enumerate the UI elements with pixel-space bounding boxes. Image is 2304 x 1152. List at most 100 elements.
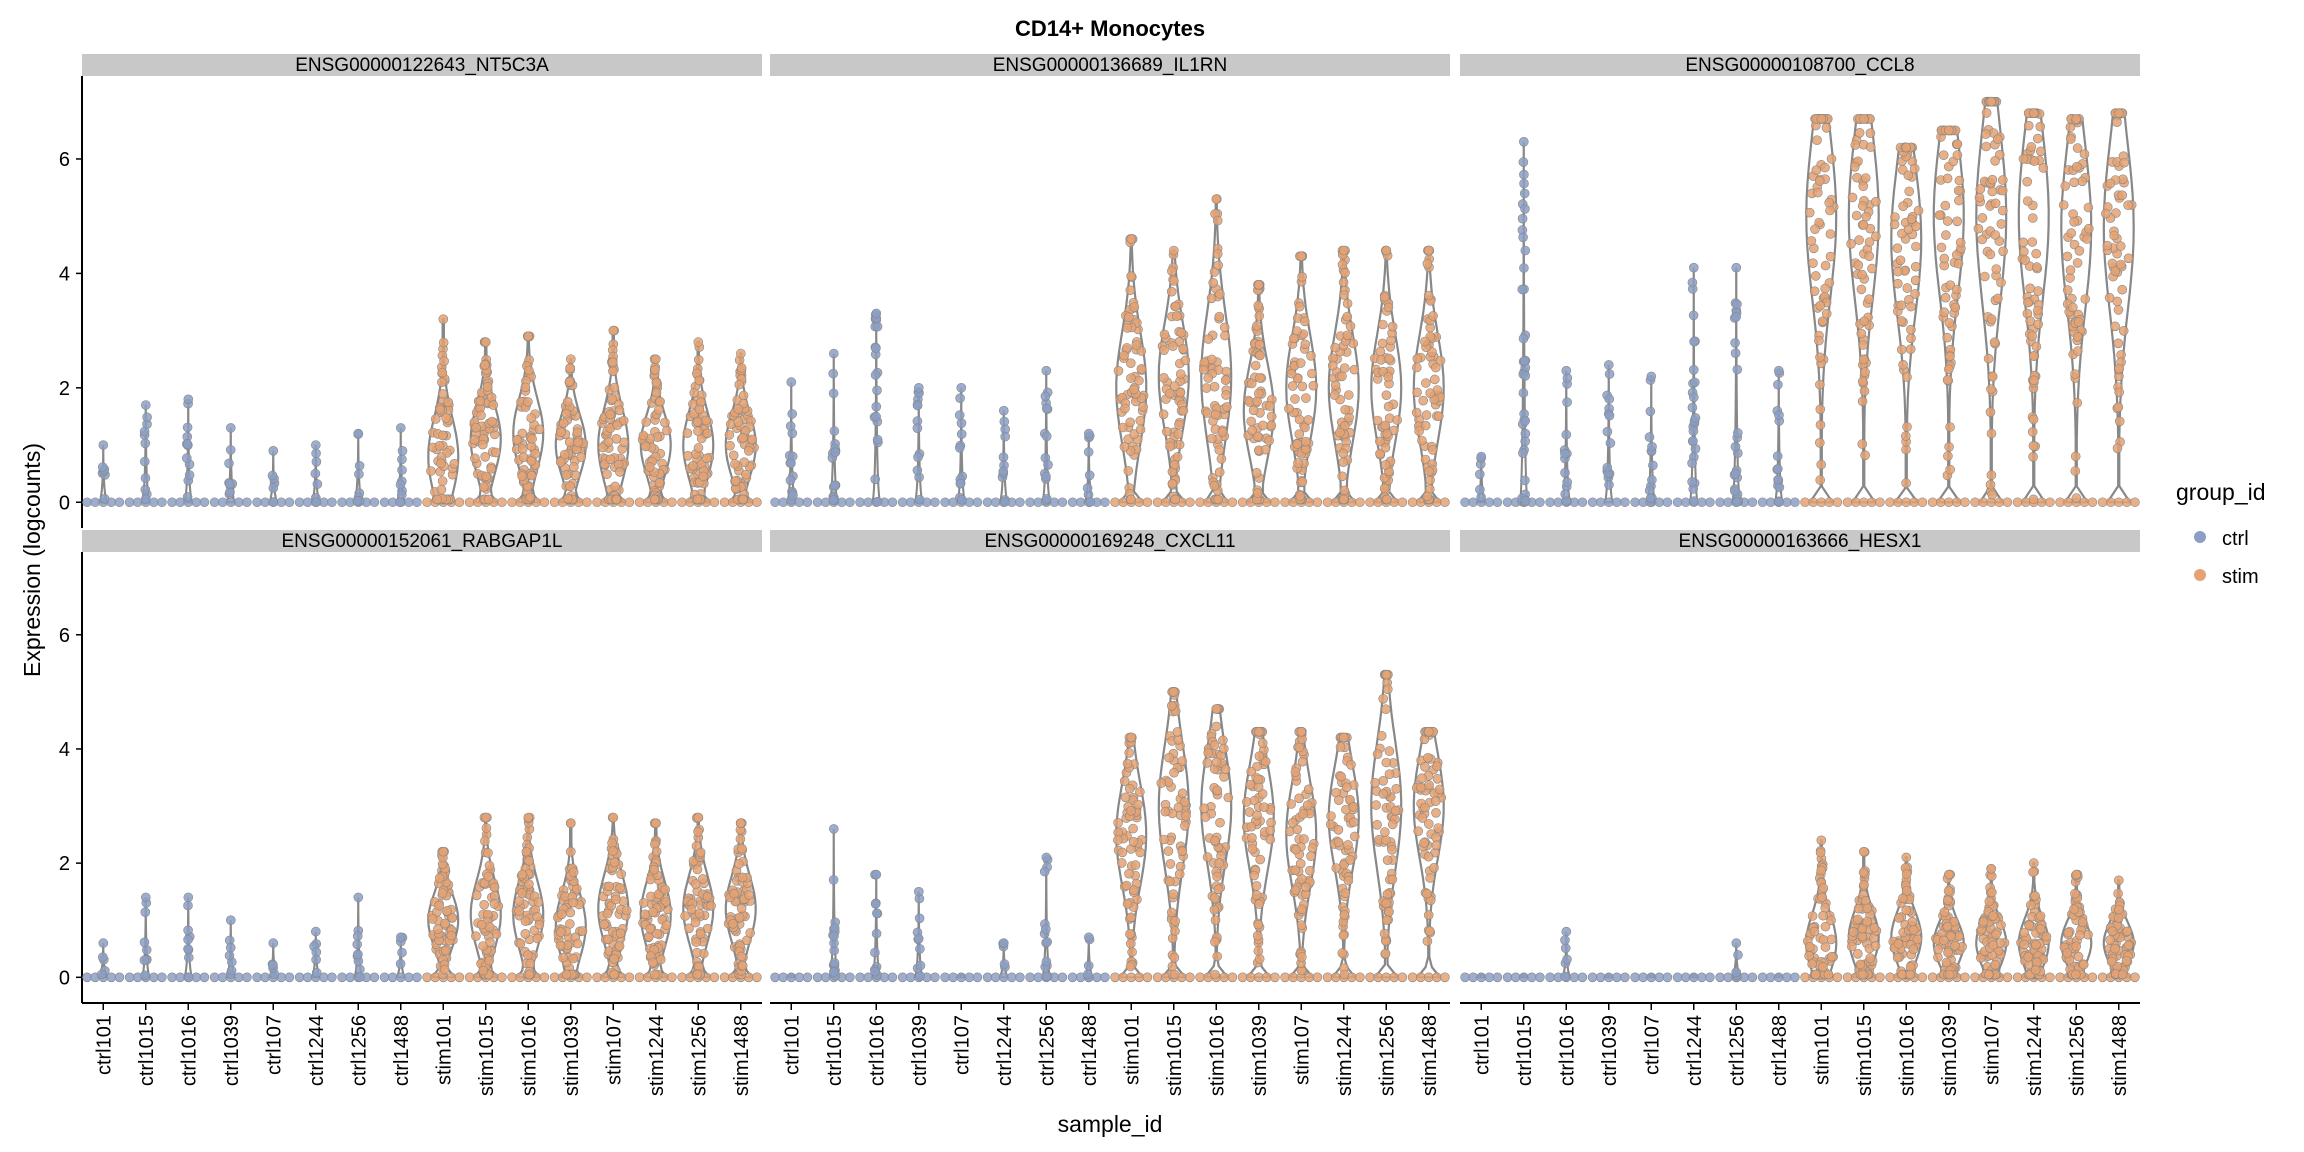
data-point-max bbox=[1944, 869, 1954, 880]
data-point bbox=[972, 497, 983, 508]
data-point bbox=[1067, 972, 1078, 983]
data-point bbox=[1864, 294, 1874, 305]
data-point bbox=[1387, 321, 1398, 332]
data-point bbox=[1380, 442, 1391, 453]
data-point bbox=[829, 958, 840, 968]
data-point bbox=[489, 890, 500, 901]
data-point bbox=[225, 487, 235, 498]
data-point bbox=[2084, 223, 2094, 234]
x-tick-label: ctrl101 bbox=[781, 1015, 803, 1075]
data-point bbox=[702, 428, 713, 439]
data-point bbox=[1422, 888, 1432, 899]
data-point bbox=[294, 972, 305, 983]
data-point bbox=[752, 972, 762, 983]
x-tick-label: stim1256 bbox=[688, 1015, 710, 1096]
data-point bbox=[1110, 497, 1120, 508]
x-tick-label: ctrl101 bbox=[1471, 1015, 1493, 1075]
data-point bbox=[1158, 409, 1169, 420]
data-point bbox=[471, 422, 481, 433]
data-point bbox=[1248, 405, 1259, 416]
data-point bbox=[738, 494, 748, 505]
data-point bbox=[1773, 464, 1783, 474]
data-point bbox=[719, 497, 730, 508]
data-point bbox=[1519, 356, 1530, 366]
points-stim1015 bbox=[1842, 846, 1885, 983]
data-point bbox=[1935, 497, 1946, 508]
violin-ctrl1016 bbox=[182, 399, 195, 504]
data-point bbox=[1630, 497, 1640, 508]
x-tick-label: ctrl1488 bbox=[1769, 1015, 1791, 1086]
data-point bbox=[1842, 497, 1853, 508]
data-point bbox=[602, 469, 612, 480]
data-point bbox=[1384, 769, 1395, 780]
data-point-max bbox=[1211, 704, 1222, 714]
data-point bbox=[1340, 404, 1350, 415]
data-point bbox=[1134, 497, 1145, 508]
data-point bbox=[482, 382, 493, 392]
data-point bbox=[1476, 972, 1487, 983]
data-point bbox=[915, 960, 926, 971]
data-point bbox=[1407, 497, 1418, 508]
data-point bbox=[1305, 865, 1315, 876]
data-point bbox=[478, 482, 489, 492]
x-tick-label: ctrl1244 bbox=[994, 1015, 1016, 1086]
data-point-max bbox=[438, 846, 449, 857]
data-point bbox=[1297, 904, 1307, 915]
data-point bbox=[1620, 972, 1630, 983]
data-point bbox=[640, 441, 651, 452]
data-point bbox=[1378, 693, 1388, 704]
data-point bbox=[1296, 920, 1307, 930]
data-point bbox=[478, 965, 489, 976]
data-point bbox=[1942, 921, 1953, 932]
data-point bbox=[2114, 416, 2125, 427]
data-point bbox=[1159, 372, 1169, 383]
data-point bbox=[1790, 972, 1800, 983]
data-point bbox=[515, 938, 526, 949]
data-point bbox=[464, 497, 475, 508]
data-point bbox=[597, 442, 608, 453]
data-point bbox=[1941, 957, 1952, 968]
data-point-max bbox=[1296, 726, 1307, 737]
data-point bbox=[437, 476, 448, 486]
data-point bbox=[1136, 364, 1147, 374]
data-point-max bbox=[1731, 938, 1742, 948]
data-point bbox=[688, 460, 698, 471]
data-point bbox=[1376, 730, 1387, 741]
data-point bbox=[695, 929, 706, 939]
data-point bbox=[2097, 972, 2108, 983]
data-point bbox=[480, 451, 491, 462]
data-point bbox=[1339, 290, 1349, 300]
data-point bbox=[1429, 862, 1439, 873]
data-point bbox=[2080, 294, 2091, 304]
x-axis-label: sample_id bbox=[1058, 1111, 1163, 1137]
data-point bbox=[729, 888, 739, 899]
x-tick-label: ctrl1039 bbox=[909, 1015, 931, 1086]
data-point bbox=[905, 497, 916, 508]
data-point bbox=[2028, 414, 2039, 425]
data-point bbox=[647, 957, 658, 968]
data-point bbox=[1647, 441, 1657, 452]
data-point bbox=[2104, 292, 2115, 303]
data-point bbox=[770, 972, 780, 983]
data-point-max bbox=[141, 400, 151, 410]
data-point bbox=[692, 969, 703, 980]
data-point bbox=[1212, 249, 1223, 259]
data-point bbox=[2030, 965, 2041, 975]
data-point-max bbox=[1381, 669, 1392, 680]
data-point bbox=[426, 466, 436, 476]
data-point bbox=[1290, 865, 1301, 876]
data-point bbox=[1249, 870, 1259, 881]
data-point bbox=[1203, 373, 1214, 383]
data-point bbox=[1258, 420, 1268, 431]
data-point bbox=[1860, 450, 1870, 461]
data-point bbox=[260, 972, 271, 983]
data-point bbox=[652, 928, 662, 939]
data-point bbox=[97, 462, 108, 472]
data-point bbox=[1227, 497, 1238, 508]
data-point bbox=[1329, 390, 1340, 400]
data-point bbox=[2121, 956, 2132, 966]
data-point bbox=[1943, 886, 1954, 896]
panel-ENSG00000108700_CCL8: ENSG00000108700_CCL8 bbox=[1460, 54, 2140, 508]
data-point bbox=[436, 458, 446, 469]
facet-panels: ENSG00000122643_NT5C3A0246ENSG0000013668… bbox=[59, 54, 2140, 1096]
